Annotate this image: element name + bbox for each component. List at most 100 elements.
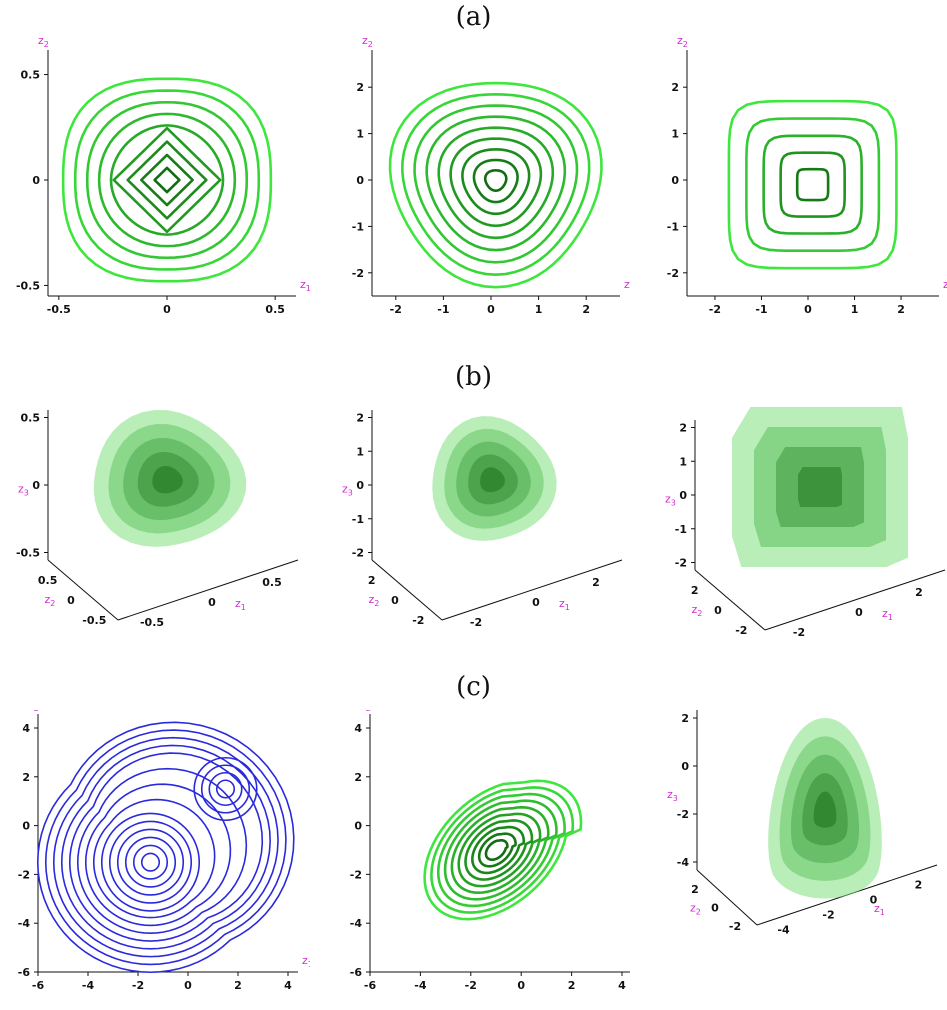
z-tick-label: 1 bbox=[679, 455, 687, 468]
contour-line bbox=[795, 167, 830, 202]
y-tick-label: 0 bbox=[714, 604, 722, 617]
row-title-c: (c) bbox=[456, 672, 491, 702]
x-tick-label: 0.5 bbox=[265, 303, 285, 316]
x-tick-label: 0.5 bbox=[262, 576, 282, 589]
x-tick-label: 2 bbox=[592, 576, 600, 589]
chart-b2: -2 -1 0 1 2 -2 0 2 -2 0 2 z3 z2 z1 bbox=[342, 410, 623, 629]
x-axis bbox=[117, 559, 299, 621]
contour-line bbox=[97, 112, 237, 248]
y-tick-label: -0.5 bbox=[16, 279, 40, 292]
x-tick-label: 2 bbox=[897, 303, 905, 316]
y-axis-label: z2 bbox=[28, 710, 39, 713]
contour-line bbox=[449, 137, 543, 228]
z-tick-label: 1 bbox=[356, 445, 364, 458]
z-tick-label: -1 bbox=[352, 513, 364, 526]
x-axis-label: z1 bbox=[302, 954, 310, 969]
contour-line bbox=[112, 126, 222, 234]
y-tick-label: 2 bbox=[671, 81, 679, 94]
chart-b3: -2 -1 0 1 2 -2 0 2 -2 0 2 z3 z2 z1 bbox=[665, 407, 946, 639]
contour-line bbox=[477, 832, 517, 868]
x-axis-label: z1 bbox=[874, 902, 885, 917]
x-tick-label: -4 bbox=[777, 924, 790, 937]
contour-line bbox=[126, 140, 208, 220]
y-axis-label: z2 bbox=[692, 603, 703, 618]
y-axis-label: z2 bbox=[45, 593, 56, 608]
z-axis-label: z3 bbox=[665, 493, 676, 508]
x-axis-label: z1 bbox=[300, 278, 310, 293]
y-tick-label: -2 bbox=[18, 868, 30, 881]
contour-line bbox=[109, 124, 225, 236]
y-tick-label: 0 bbox=[22, 820, 30, 833]
y-axis-label: z2 bbox=[360, 710, 371, 713]
x-tick-label: 0 bbox=[532, 596, 540, 609]
z-tick-label: 0 bbox=[356, 479, 364, 492]
contour-line bbox=[116, 828, 185, 896]
y-axis-label: z2 bbox=[362, 34, 373, 49]
x-tick-label: 0 bbox=[208, 596, 216, 609]
contour-line bbox=[745, 117, 881, 253]
contour-line bbox=[457, 812, 542, 888]
contour-line bbox=[436, 792, 566, 908]
contour-line bbox=[84, 783, 232, 927]
z-tick-label: 2 bbox=[681, 712, 689, 725]
y-tick-label: 0 bbox=[711, 902, 719, 915]
x-tick-label: -6 bbox=[364, 979, 377, 992]
x-axis-label: z1 bbox=[624, 278, 630, 293]
y-tick-label: -4 bbox=[350, 917, 363, 930]
z-tick-label: 0 bbox=[681, 760, 689, 773]
contour-line bbox=[200, 764, 251, 814]
y-tick-label: 0 bbox=[391, 594, 399, 607]
x-tick-label: -2 bbox=[709, 303, 721, 316]
x-tick-label: -2 bbox=[465, 979, 477, 992]
x-tick-label: -1 bbox=[755, 303, 767, 316]
contour-line bbox=[413, 104, 579, 264]
y-tick-label: -2 bbox=[667, 267, 679, 280]
y-tick-label: 4 bbox=[22, 722, 30, 735]
x-axis-label: z1 bbox=[559, 597, 570, 612]
contour-line bbox=[430, 786, 575, 914]
x-tick-label: 4 bbox=[618, 979, 626, 992]
x-tick-label: -2 bbox=[132, 979, 144, 992]
contour-line bbox=[76, 767, 248, 935]
y-axis bbox=[694, 569, 766, 631]
x-tick-label: -2 bbox=[793, 626, 805, 639]
z-axis-label: z3 bbox=[18, 483, 29, 498]
y-axis bbox=[371, 559, 443, 621]
contour-line bbox=[108, 820, 193, 904]
contour-line bbox=[215, 779, 236, 799]
x-tick-label: 0 bbox=[487, 303, 495, 316]
contour-line bbox=[779, 151, 846, 218]
x-tick-label: 1 bbox=[851, 303, 859, 316]
contour-line bbox=[193, 756, 258, 822]
z-tick-label: -2 bbox=[677, 808, 689, 821]
y-tick-label: -4 bbox=[18, 917, 31, 930]
contour-line bbox=[388, 81, 603, 289]
y-tick-label: 2 bbox=[22, 771, 30, 784]
contour-line bbox=[423, 779, 583, 921]
contour-line bbox=[52, 736, 279, 958]
x-tick-label: 0 bbox=[163, 303, 171, 316]
y-axis-label: z2 bbox=[690, 901, 701, 916]
x-tick-label: 2 bbox=[568, 979, 576, 992]
contour-line bbox=[85, 100, 249, 260]
z-axis-label: z3 bbox=[342, 483, 353, 498]
contour-line bbox=[60, 744, 271, 950]
z-tick-label: -0.5 bbox=[16, 547, 40, 560]
x-tick-label: -1 bbox=[437, 303, 449, 316]
z-tick-label: 0 bbox=[679, 489, 687, 502]
y-tick-label: 2 bbox=[354, 771, 362, 784]
y-tick-label: 2 bbox=[356, 81, 364, 94]
contour-line bbox=[401, 93, 591, 277]
y-tick-label: -1 bbox=[667, 220, 679, 233]
x-tick-label: -2 bbox=[822, 909, 834, 922]
y-tick-label: -2 bbox=[729, 920, 741, 933]
z-tick-label: -2 bbox=[352, 547, 364, 560]
contour-line bbox=[484, 838, 509, 862]
x-tick-label: 2 bbox=[234, 979, 242, 992]
x-axis bbox=[764, 569, 946, 631]
row-title-b: (b) bbox=[455, 362, 492, 392]
y-axis-label: z2 bbox=[677, 34, 688, 49]
contour-line bbox=[464, 819, 534, 881]
